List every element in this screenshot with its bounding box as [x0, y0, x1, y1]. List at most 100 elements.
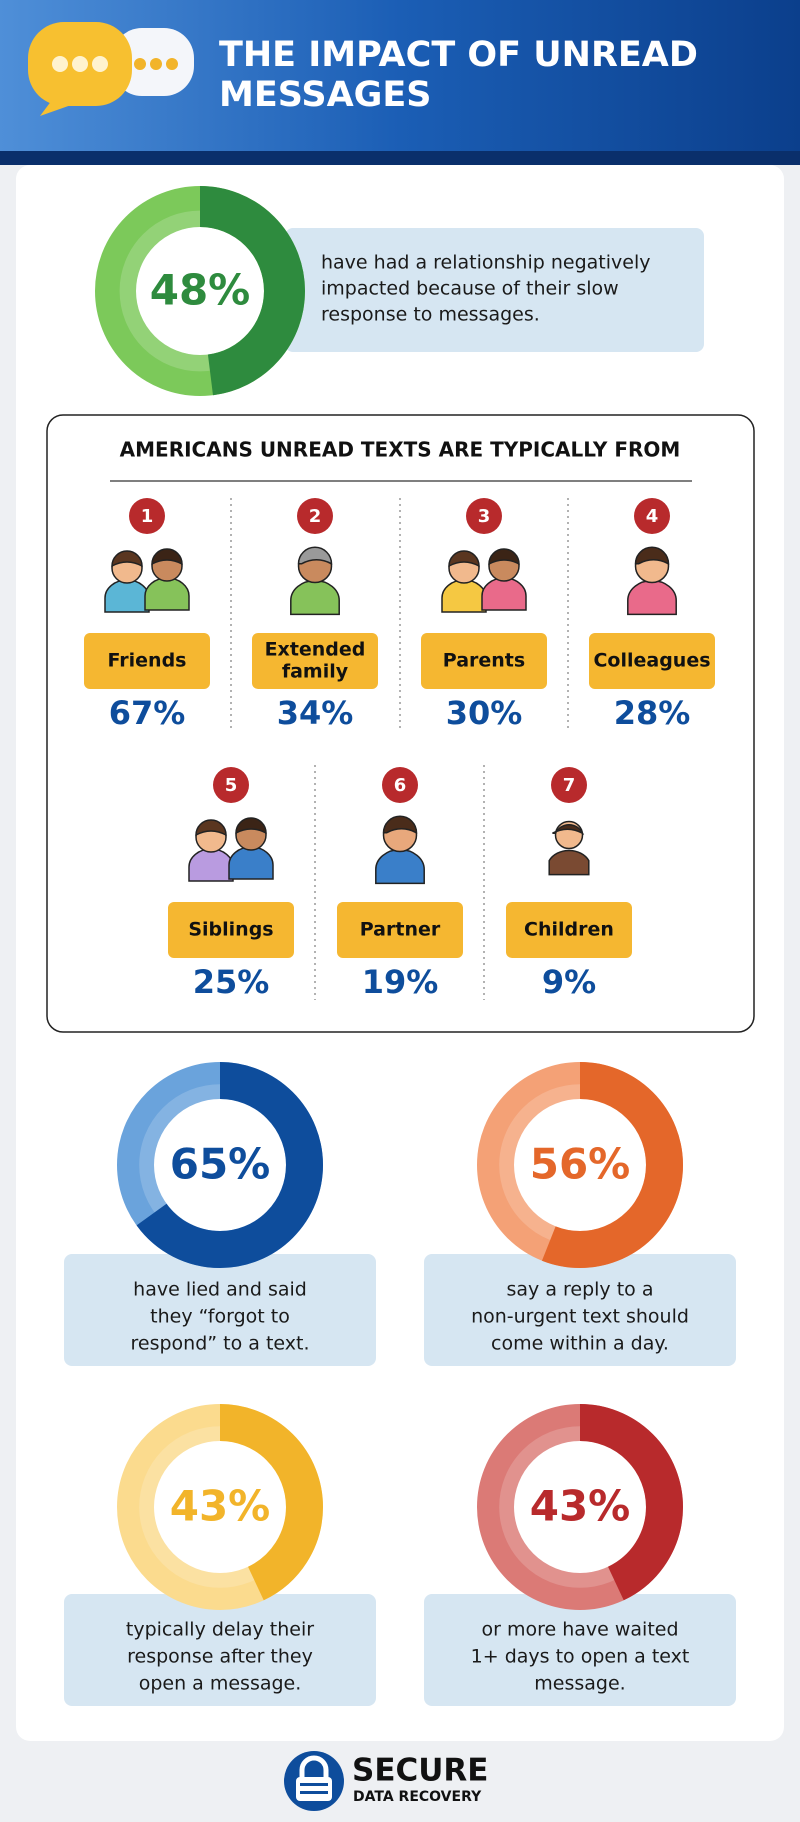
rank: 3 [478, 506, 491, 527]
rank: 7 [563, 775, 576, 796]
title: MESSAGES [219, 75, 432, 115]
stat-text: 1+ days to open a text [471, 1646, 690, 1668]
stat-text: impacted because of their slow [321, 278, 619, 300]
rank: 4 [646, 506, 659, 527]
donut-label: 43% [530, 1482, 631, 1531]
source-name: Parents [443, 650, 525, 672]
icon-hair [634, 546, 670, 566]
donut-arc [477, 1404, 683, 1610]
person-icon [104, 548, 190, 613]
stat-box [424, 1254, 736, 1366]
icon-hair [195, 819, 227, 837]
source-name: Colleagues [593, 650, 710, 672]
stat-text: response to messages. [321, 304, 540, 326]
source-name: Friends [108, 650, 187, 672]
footer-logo [284, 1751, 344, 1811]
source-percent: 25% [193, 963, 270, 1001]
donut-label: 65% [170, 1140, 271, 1189]
source-label-box [506, 902, 632, 958]
source-percent: 28% [614, 694, 691, 732]
stat-text: respond” to a text. [131, 1333, 310, 1355]
source-name: Children [524, 919, 614, 941]
stat-text: have had a relationship negatively [321, 252, 650, 274]
stat-box [424, 1594, 736, 1706]
source-label-box [337, 902, 463, 958]
stat-box [64, 1254, 376, 1366]
stat-text: say a reply to a [507, 1279, 654, 1301]
person-icon [290, 546, 340, 616]
donut-label: 56% [530, 1140, 631, 1189]
icon-body [188, 848, 234, 882]
stat-box [64, 1594, 376, 1706]
source-percent: 19% [362, 963, 439, 1001]
stat-box [285, 228, 704, 352]
stat-text: message. [534, 1673, 625, 1695]
icon-body [481, 577, 527, 611]
icon-hair [151, 548, 183, 566]
icon-body [627, 579, 677, 616]
source-percent: 67% [109, 694, 186, 732]
rank: 2 [309, 506, 322, 527]
rank-badge [634, 498, 670, 534]
brand: SECURE [352, 1753, 488, 1789]
icon-body [104, 579, 150, 613]
donut-arc [95, 186, 305, 396]
donut-arc [117, 1404, 323, 1610]
stat-text: have lied and said [133, 1279, 307, 1301]
donut-arc [117, 1062, 323, 1268]
header-stripe [0, 151, 800, 165]
icon-body [441, 579, 487, 613]
person-icon [375, 815, 425, 885]
icon-hair [297, 546, 333, 566]
donut-arc [477, 1062, 683, 1268]
source-label-box [421, 633, 547, 689]
sources-title: AMERICANS UNREAD TEXTS ARE TYPICALLY FRO… [120, 438, 681, 462]
title: THE IMPACT OF UNREAD [219, 35, 698, 75]
stat-text: they “forgot to [150, 1306, 290, 1328]
rank-badge [382, 767, 418, 803]
stat-text: response after they [127, 1646, 313, 1668]
person-icon [548, 820, 590, 876]
icon-hair [448, 550, 480, 568]
icon-body [228, 846, 274, 880]
source-percent: 30% [446, 694, 523, 732]
donut-label: 48% [150, 266, 251, 315]
person-icon [188, 817, 274, 882]
icon-body [375, 848, 425, 885]
icon-hair [382, 815, 418, 835]
stat-text: non-urgent text should [471, 1306, 689, 1328]
person-icon [441, 548, 527, 613]
tagline: DATA RECOVERY [353, 1789, 482, 1805]
source-label-box [84, 633, 210, 689]
stat-text: or more have waited [481, 1619, 678, 1641]
icon-hair [488, 548, 520, 566]
rank: 6 [394, 775, 407, 796]
rank-badge [213, 767, 249, 803]
source-name: Partner [360, 919, 441, 941]
rank-badge [551, 767, 587, 803]
stat-text: open a message. [139, 1673, 302, 1695]
source-name: Extended [265, 639, 366, 661]
icon-body [290, 579, 340, 616]
source-name: family [282, 661, 349, 683]
stat-text: typically delay their [126, 1619, 314, 1641]
source-label-box [589, 633, 715, 689]
sources-box [46, 414, 755, 1033]
rank-badge [297, 498, 333, 534]
person-icon [627, 546, 677, 616]
donut-label: 43% [170, 1482, 271, 1531]
chat-icon [28, 22, 194, 116]
source-label-box [252, 633, 378, 689]
source-percent: 34% [277, 694, 354, 732]
icon-body [144, 577, 190, 611]
icon-body [548, 849, 590, 876]
source-percent: 9% [542, 963, 596, 1001]
icon-hair [111, 550, 143, 568]
icon-hair [552, 824, 585, 835]
stat-text: come within a day. [491, 1333, 669, 1355]
source-name: Siblings [188, 919, 273, 941]
source-label-box [168, 902, 294, 958]
rank: 1 [141, 506, 154, 527]
rank: 5 [225, 775, 238, 796]
